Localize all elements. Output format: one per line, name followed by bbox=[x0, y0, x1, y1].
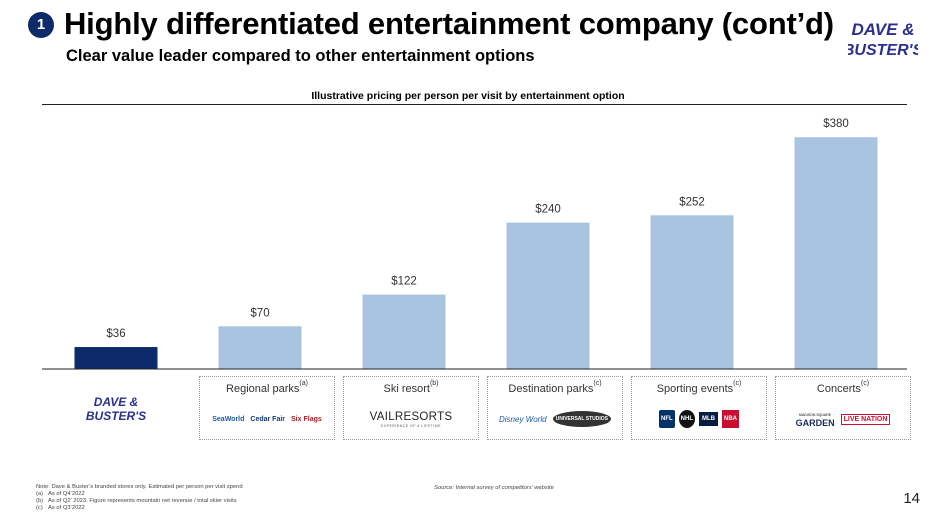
universal-studios-logo: UNIVERSAL STUDIOS bbox=[552, 411, 611, 427]
category-label: Destination parks(c) bbox=[508, 380, 602, 395]
brand-line1: DAVE & bbox=[852, 20, 915, 39]
bar-value-label: $70 bbox=[250, 307, 269, 319]
live-nation-logo: LIVE NATION bbox=[840, 413, 891, 425]
bar-1 bbox=[74, 347, 158, 369]
bar-4 bbox=[506, 222, 590, 369]
category-box-destination-parks: Destination parks(c) Disney World UNIVER… bbox=[487, 376, 623, 440]
bar-value-label: $380 bbox=[823, 118, 849, 130]
brand-line2: BUSTER'S bbox=[848, 42, 918, 59]
destination-parks-logos: Disney World UNIVERSAL STUDIOS bbox=[488, 405, 622, 433]
footnote-note: Note: Dave & Buster’s branded stores onl… bbox=[36, 484, 243, 490]
six-flags-logo: Six Flags bbox=[291, 415, 322, 423]
regional-parks-logos: SeaWorld Cedar Fair Six Flags bbox=[200, 405, 334, 433]
mlb-logo: MLB bbox=[699, 412, 718, 426]
footnote-c: (c) As of Q3’2022 bbox=[36, 505, 85, 511]
category-label: Sporting events(c) bbox=[656, 380, 742, 395]
title-rule bbox=[42, 104, 907, 105]
category-label: Regional parks(a) bbox=[226, 380, 308, 395]
cedar-fair-logo: Cedar Fair bbox=[250, 415, 286, 423]
source-note: Source: Internal survey of competitors’ … bbox=[434, 485, 554, 491]
bar-6 bbox=[794, 137, 878, 369]
chart-title: Illustrative pricing per person per visi… bbox=[311, 90, 625, 102]
concerts-logos: MADISON SQUARE GARDEN LIVE NATION bbox=[776, 405, 910, 433]
bar-value-label: $240 bbox=[535, 204, 561, 216]
disney-world-logo: Disney World bbox=[499, 414, 547, 424]
dave-busters-logo: DAVE & BUSTER'S bbox=[848, 20, 918, 59]
footnote-b: (b) As of Q2’ 2023. Figure represents mou… bbox=[36, 498, 237, 504]
bar-value-label: $252 bbox=[679, 196, 705, 208]
msg-logo-top: MADISON SQUARE bbox=[799, 413, 832, 417]
vail-resorts-logo: VAILRESORTS bbox=[369, 410, 453, 423]
msg-logo: MADISON SQUARE GARDEN bbox=[795, 411, 835, 428]
dave-busters-category-logo-line2: BUSTER'S bbox=[86, 409, 146, 423]
category-box-sporting-events: Sporting events(c) NFL NHL MLB NBA bbox=[631, 376, 767, 440]
page-title: Highly differentiated entertainment comp… bbox=[64, 6, 834, 41]
dave-busters-category-logo-line1: DAVE & bbox=[94, 395, 138, 409]
ski-resort-logos: VAILRESORTS EXPERIENCE OF A LIFETIME bbox=[344, 405, 478, 433]
footnotes: Note: Dave & Buster’s branded stores onl… bbox=[36, 484, 243, 512]
category-box-concerts: Concerts(c) MADISON SQUARE GARDEN LIVE N… bbox=[775, 376, 911, 440]
page-number: 14 bbox=[903, 490, 920, 507]
category-box-ski-resort: Ski resort(b) VAILRESORTS EXPERIENCE OF … bbox=[343, 376, 479, 440]
section-number-badge: 1 bbox=[28, 12, 54, 38]
sporting-events-logos: NFL NHL MLB NBA bbox=[632, 405, 766, 433]
bar-5 bbox=[650, 215, 734, 369]
category-label: Ski resort(b) bbox=[383, 380, 439, 395]
nba-logo: NBA bbox=[722, 410, 739, 428]
category-box-regional-parks: Regional parks(a) SeaWorld Cedar Fair Si… bbox=[199, 376, 335, 440]
bar-3 bbox=[362, 294, 446, 369]
page-subtitle: Clear value leader compared to other ent… bbox=[66, 47, 535, 65]
bar-value-label: $122 bbox=[391, 276, 417, 288]
category-label: Concerts(c) bbox=[816, 380, 870, 395]
msg-logo-garden: GARDEN bbox=[795, 418, 835, 428]
vail-resorts-tagline: EXPERIENCE OF A LIFETIME bbox=[380, 423, 442, 428]
nfl-logo: NFL bbox=[658, 410, 675, 428]
footnote-a: (a) As of Q4’2022 bbox=[36, 491, 85, 497]
bar-2 bbox=[218, 326, 302, 369]
seaworld-logo: SeaWorld bbox=[212, 415, 245, 423]
nhl-logo: NHL bbox=[678, 410, 695, 428]
bar-value-label: $36 bbox=[106, 328, 125, 340]
